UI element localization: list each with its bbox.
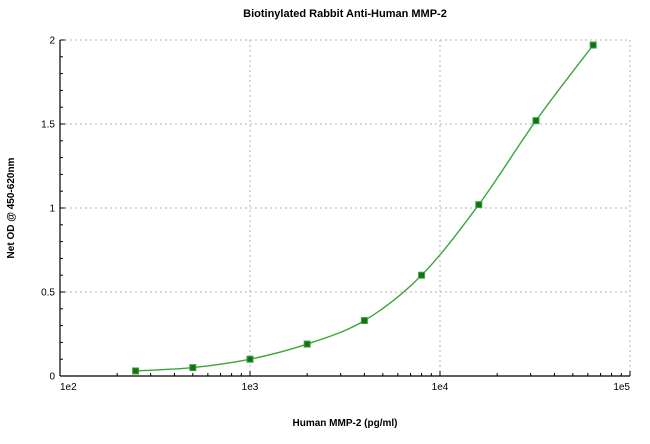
y-tick-label: 0.5 bbox=[41, 288, 55, 299]
x-axis-label: Human MMP-2 (pg/ml) bbox=[293, 418, 398, 429]
x-tick-label: 1e2 bbox=[60, 382, 77, 393]
data-point-marker bbox=[246, 355, 254, 363]
data-point-marker bbox=[418, 271, 426, 279]
data-point-marker bbox=[132, 367, 140, 375]
x-tick-label: 1e3 bbox=[242, 382, 259, 393]
data-point-marker bbox=[532, 117, 540, 125]
data-point-marker bbox=[475, 201, 483, 209]
y-tick-label: 1.5 bbox=[41, 120, 55, 131]
data-point-marker bbox=[303, 340, 311, 348]
chart-title: Biotinylated Rabbit Anti-Human MMP-2 bbox=[243, 8, 447, 20]
y-tick-label: 2 bbox=[49, 36, 55, 47]
y-axis-label: Net OD @ 450-620nm bbox=[6, 157, 17, 258]
y-tick-label: 1 bbox=[49, 204, 55, 215]
x-tick-label: 1e4 bbox=[432, 382, 449, 393]
data-point-marker bbox=[189, 364, 197, 372]
y-tick-label: 0 bbox=[49, 372, 55, 383]
series-line bbox=[135, 44, 594, 372]
plot-area: 0 0.5 1 1.5 2 1e2 1e3 1e4 1e5 bbox=[41, 36, 631, 393]
data-point-marker bbox=[589, 41, 597, 49]
x-tick-label: 1e5 bbox=[613, 382, 630, 393]
data-point-marker bbox=[360, 317, 368, 325]
